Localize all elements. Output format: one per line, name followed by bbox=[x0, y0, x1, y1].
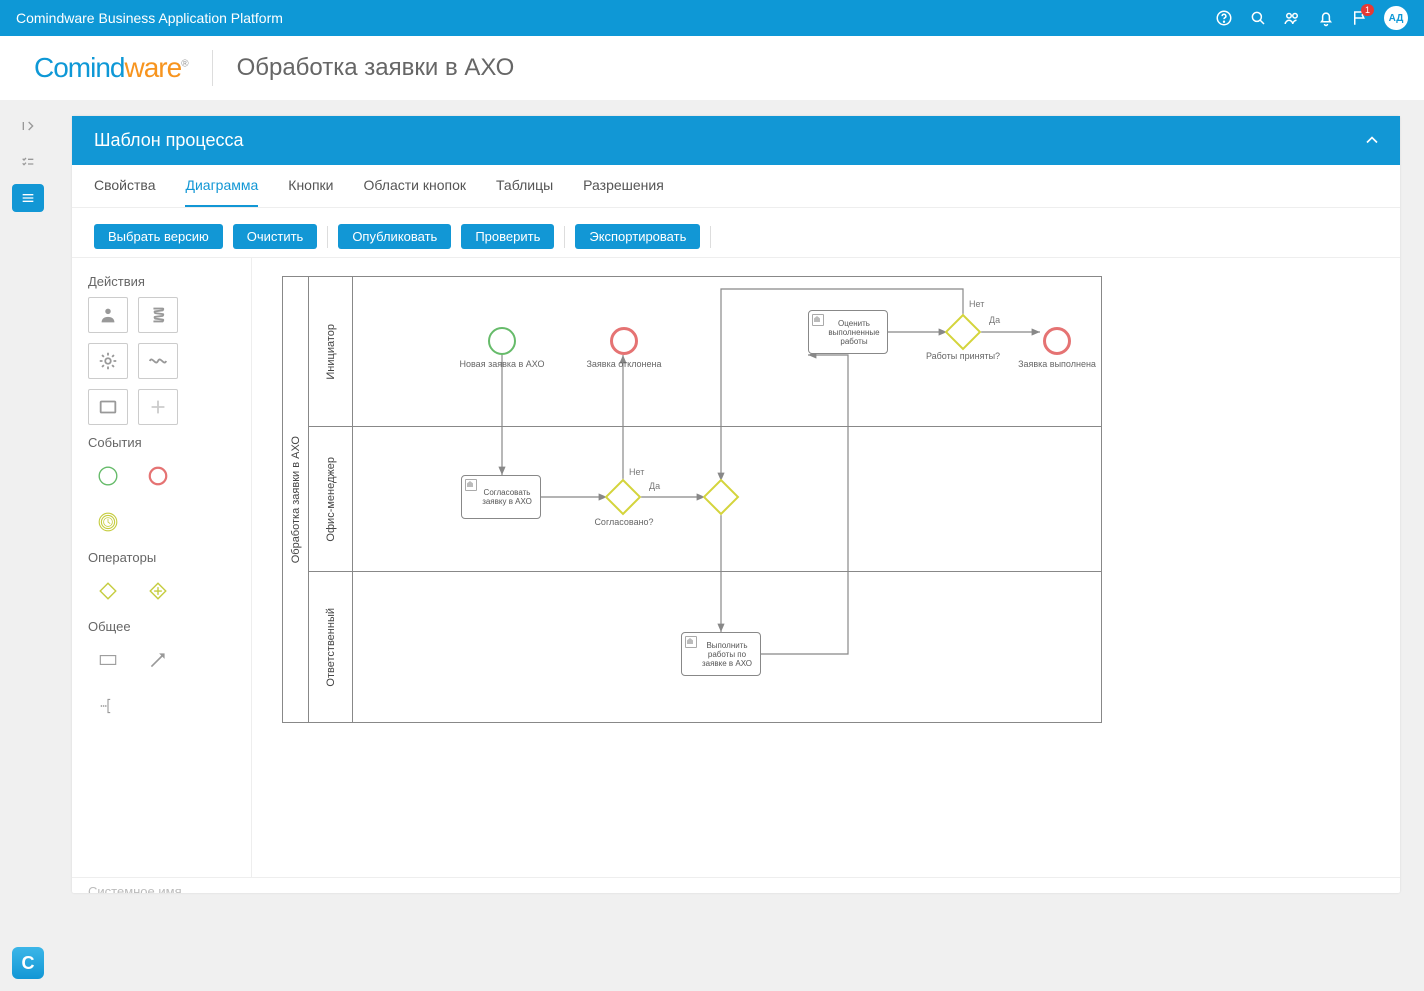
tab-button-areas[interactable]: Области кнопок bbox=[364, 165, 467, 207]
start-event[interactable] bbox=[488, 327, 516, 355]
palette-pool-icon[interactable] bbox=[88, 642, 128, 678]
lane-label: Офис-менеджер bbox=[309, 427, 353, 571]
flag-icon[interactable]: 1 bbox=[1346, 4, 1374, 32]
edge-label-yes: Да bbox=[989, 315, 1000, 325]
tab-buttons[interactable]: Кнопки bbox=[288, 165, 333, 207]
tab-diagram[interactable]: Диаграмма bbox=[185, 165, 258, 207]
truncated-section: Системное имя bbox=[72, 877, 1400, 893]
palette-user-task-icon[interactable] bbox=[88, 297, 128, 333]
palette: Действия События bbox=[72, 258, 252, 877]
lane-label: Инициатор bbox=[309, 277, 353, 426]
rail-menu-icon[interactable] bbox=[12, 184, 44, 212]
palette-subprocess-icon[interactable] bbox=[88, 389, 128, 425]
edge-label-yes: Да bbox=[649, 481, 660, 491]
end-event-declined-label: Заявка отклонена bbox=[574, 359, 674, 369]
palette-start-event-icon[interactable] bbox=[88, 458, 128, 494]
gateway-approved[interactable] bbox=[605, 479, 642, 516]
validate-button[interactable]: Проверить bbox=[461, 224, 554, 249]
clear-button[interactable]: Очистить bbox=[233, 224, 318, 249]
palette-annotation-icon[interactable] bbox=[88, 688, 128, 724]
task-execute[interactable]: Выполнить работы по заявке в АХО bbox=[681, 632, 761, 676]
people-icon[interactable] bbox=[1278, 4, 1306, 32]
lane-label: Ответственный bbox=[309, 572, 353, 722]
palette-gateway-plus-icon[interactable] bbox=[138, 573, 178, 609]
palette-service-task-icon[interactable] bbox=[88, 343, 128, 379]
notification-badge: 1 bbox=[1361, 4, 1374, 16]
bell-icon[interactable] bbox=[1312, 4, 1340, 32]
palette-common-title: Общее bbox=[88, 619, 235, 634]
gateway-accepted-label: Работы приняты? bbox=[913, 351, 1013, 361]
start-event-label: Новая заявка в АХО bbox=[452, 359, 552, 369]
publish-button[interactable]: Опубликовать bbox=[338, 224, 451, 249]
tab-properties[interactable]: Свойства bbox=[94, 165, 155, 207]
panel-header[interactable]: Шаблон процесса bbox=[72, 116, 1400, 165]
palette-script-task-icon[interactable] bbox=[138, 297, 178, 333]
rail-checklist-icon[interactable] bbox=[12, 148, 44, 176]
tabs: Свойства Диаграмма Кнопки Области кнопок… bbox=[72, 165, 1400, 208]
page-title: Обработка заявки в АХО bbox=[237, 54, 515, 82]
palette-arrow-icon[interactable] bbox=[138, 642, 178, 678]
palette-plus-icon[interactable] bbox=[138, 389, 178, 425]
help-icon[interactable] bbox=[1210, 4, 1238, 32]
panel-title: Шаблон процесса bbox=[94, 130, 244, 151]
select-version-button[interactable]: Выбрать версию bbox=[94, 224, 223, 249]
subheader: Comindware® Обработка заявки в АХО bbox=[0, 36, 1424, 100]
palette-timer-event-icon[interactable] bbox=[88, 504, 128, 540]
app-title: Comindware Business Application Platform bbox=[16, 10, 283, 26]
process-panel: Шаблон процесса Свойства Диаграмма Кнопк… bbox=[72, 116, 1400, 893]
chevron-up-icon bbox=[1362, 130, 1382, 155]
left-rail bbox=[0, 100, 56, 991]
task-approve[interactable]: Согласовать заявку в АХО bbox=[461, 475, 541, 519]
top-bar: Comindware Business Application Platform… bbox=[0, 0, 1424, 36]
task-evaluate[interactable]: Оценить выполненные работы bbox=[808, 310, 888, 354]
export-button[interactable]: Экспортировать bbox=[575, 224, 700, 249]
end-event-done[interactable] bbox=[1043, 327, 1071, 355]
diagram-canvas[interactable]: Обработка заявки в АХО Инициатор Офис-ме… bbox=[252, 258, 1400, 877]
palette-actions-title: Действия bbox=[88, 274, 235, 289]
tab-permissions[interactable]: Разрешения bbox=[583, 165, 664, 207]
divider bbox=[212, 50, 213, 86]
divider bbox=[564, 226, 565, 248]
bpmn-pool[interactable]: Обработка заявки в АХО Инициатор Офис-ме… bbox=[282, 276, 1102, 723]
diagram-toolbar: Выбрать версию Очистить Опубликовать Про… bbox=[72, 208, 1400, 257]
edge-label-no: Нет bbox=[629, 467, 644, 477]
gateway-accepted[interactable] bbox=[945, 314, 982, 351]
palette-end-event-icon[interactable] bbox=[138, 458, 178, 494]
palette-wave-task-icon[interactable] bbox=[138, 343, 178, 379]
divider bbox=[710, 226, 711, 248]
pool-label: Обработка заявки в АХО bbox=[283, 277, 309, 722]
palette-gateway-icon[interactable] bbox=[88, 573, 128, 609]
palette-events-title: События bbox=[88, 435, 235, 450]
avatar[interactable]: АД bbox=[1384, 6, 1408, 30]
brand-logo: Comindware® bbox=[34, 52, 188, 84]
tab-tables[interactable]: Таблицы bbox=[496, 165, 553, 207]
end-event-declined[interactable] bbox=[610, 327, 638, 355]
rail-collapse-icon[interactable] bbox=[12, 112, 44, 140]
search-icon[interactable] bbox=[1244, 4, 1272, 32]
palette-operators-title: Операторы bbox=[88, 550, 235, 565]
divider bbox=[327, 226, 328, 248]
edge-label-no: Нет bbox=[969, 299, 984, 309]
gateway-merge[interactable] bbox=[703, 479, 740, 516]
end-event-done-label: Заявка выполнена bbox=[1007, 359, 1107, 369]
gateway-approved-label: Согласовано? bbox=[574, 517, 674, 527]
rail-app-icon[interactable]: C bbox=[12, 947, 44, 979]
